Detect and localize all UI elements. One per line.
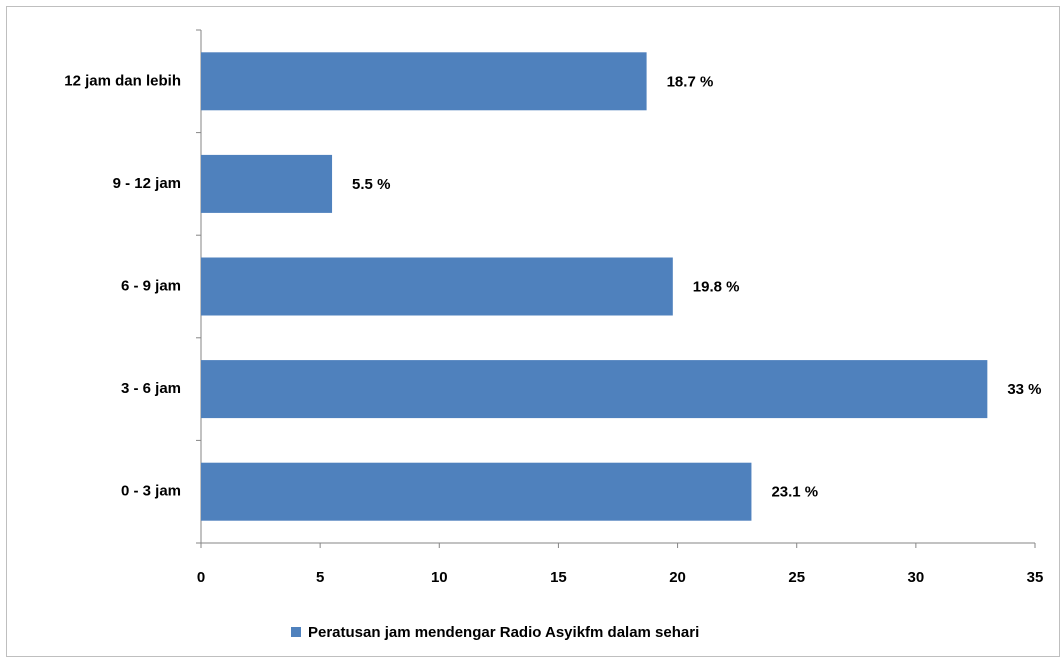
- x-tick-label: 0: [197, 569, 205, 586]
- legend-label: Peratusan jam mendengar Radio Asyikfm da…: [308, 624, 699, 641]
- y-tick-label: 9 - 12 jam: [113, 175, 181, 192]
- y-tick-label: 0 - 3 jam: [121, 483, 181, 500]
- data-label: 33 %: [1007, 381, 1041, 398]
- x-tick-label: 5: [316, 569, 324, 586]
- x-tick-label: 25: [788, 569, 805, 586]
- x-tick-label: 35: [1027, 569, 1044, 586]
- bar: [201, 360, 988, 419]
- data-label: 19.8 %: [693, 278, 740, 295]
- y-tick-label: 12 jam dan lebih: [64, 72, 181, 89]
- x-tick-label: 15: [550, 569, 567, 586]
- chart-frame: [6, 6, 1060, 657]
- bar: [201, 462, 752, 521]
- x-tick-label: 30: [908, 569, 925, 586]
- y-tick-label: 6 - 9 jam: [121, 277, 181, 294]
- bar: [201, 257, 673, 316]
- x-tick-label: 10: [431, 569, 448, 586]
- bar: [201, 52, 647, 111]
- data-label: 23.1 %: [771, 484, 818, 501]
- x-tick-label: 20: [669, 569, 686, 586]
- data-label: 5.5 %: [352, 176, 390, 193]
- legend-swatch: [291, 627, 301, 637]
- bar: [201, 154, 333, 213]
- data-label: 18.7 %: [667, 73, 714, 90]
- y-tick-label: 3 - 6 jam: [121, 380, 181, 397]
